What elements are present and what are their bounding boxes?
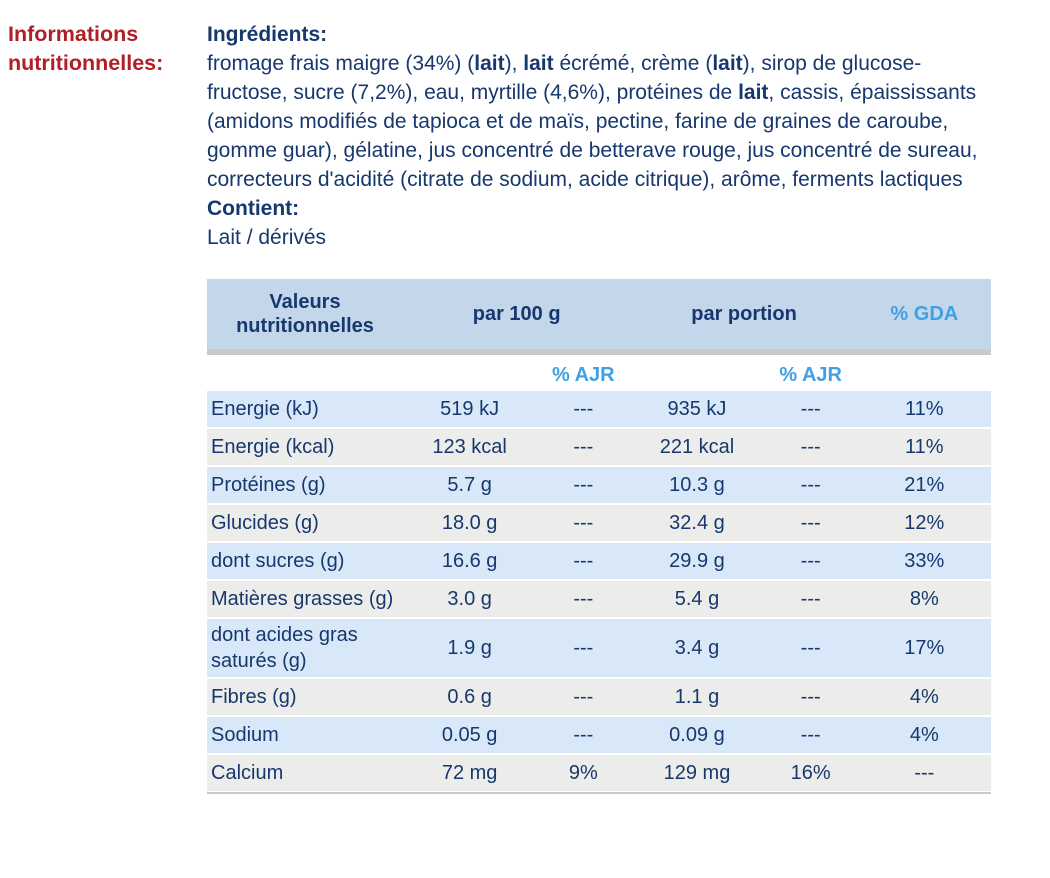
value-ajr-per-portion: --- [800,512,821,534]
row-label: Energie (kcal) [211,436,335,458]
table-row: Calcium 72 mg 9% 129 mg 16% --- [207,755,991,791]
table-row: dont acides gras saturés (g) 1.9 g --- 3.4 … [207,619,991,677]
value-per-portion: 935 kJ [667,398,727,420]
value-per-portion: 5.4 g [674,588,720,610]
row-label: Matières grasses (g) [211,588,394,610]
value-gda: 11% [905,436,944,458]
ingredient-text-segment: fromage frais maigre (34%) ( [207,52,475,75]
value-ajr-per-100g: --- [573,550,594,572]
table-bottom-border [207,792,991,794]
table-row: Sodium 0.05 g --- 0.09 g --- 4% [207,717,991,753]
value-gda: 12% [904,512,945,534]
value-ajr-per-portion: --- [800,637,821,659]
section-label: Informations nutritionnelles: [8,22,164,75]
header-values-label: Valeurs nutritionnelles [236,291,374,337]
value-per-100g: 0.6 g [447,686,492,708]
value-per-100g: 5.7 g [447,474,492,496]
row-label: Sodium [211,724,279,746]
value-per-portion: 221 kcal [659,436,735,458]
ingredient-text-segment: ), sirop de glucose-fructose, sucre (7,2… [207,52,922,104]
row-label: Protéines (g) [211,474,326,496]
header-per-100g: par 100 g [472,302,561,325]
value-gda: 21% [904,474,945,496]
ingredient-text-segment: écrémé, crème ( [553,52,713,75]
allergen-bold-text: lait [738,81,769,104]
value-gda: 4% [909,686,939,708]
value-per-100g: 123 kcal [432,436,507,458]
left-column: Informations nutritionnelles: [8,20,207,878]
value-ajr-per-100g: --- [573,512,594,534]
value-per-100g: 3.0 g [447,588,492,610]
header-per-portion: par portion [691,302,797,325]
ingredients-text: fromage frais maigre (34%) (lait), lait … [207,49,997,194]
row-label: Calcium [211,762,284,784]
table-row: Glucides (g) 18.0 g --- 32.4 g --- 12% [207,505,991,541]
table-subheader-row: % AJR % AJR [207,355,991,389]
table-header-row: Valeurs nutritionnelles par 100 g par po… [207,279,991,349]
table-row: Matières grasses (g) 3.0 g --- 5.4 g --- 8% [207,581,991,617]
value-ajr-per-100g: --- [573,398,594,420]
value-ajr-per-100g: --- [573,436,594,458]
value-per-portion: 29.9 g [669,550,725,572]
value-gda: 4% [909,724,939,746]
value-per-100g: 72 mg [441,762,498,784]
value-ajr-per-portion: --- [800,398,821,420]
value-per-100g: 0.05 g [441,724,498,746]
allergen-bold-text: lait [712,52,743,75]
table-body: Energie (kJ) 519 kJ --- 935 kJ --- 11% Energie… [207,391,991,791]
header-gda: % GDA [890,302,959,325]
row-label: dont acides gras saturés (g) [211,624,358,672]
value-per-100g: 1.9 g [447,637,492,659]
row-label: Fibres (g) [211,686,297,708]
value-gda: --- [914,762,935,784]
value-ajr-per-portion: 16% [790,762,831,784]
table-row: Energie (kcal) 123 kcal --- 221 kcal --- 11% [207,429,991,465]
content-column: Ingrédients: fromage frais maigre (34%) … [207,20,1007,878]
value-per-100g: 16.6 g [441,550,498,572]
contains-heading: Contient: [207,197,300,220]
value-per-portion: 3.4 g [674,637,720,659]
table-row: dont sucres (g) 16.6 g --- 29.9 g --- 33% [207,543,991,579]
value-ajr-per-portion: --- [800,436,821,458]
ingredients-heading: Ingrédients: [207,23,328,46]
contains-value: Lait / dérivés [207,226,327,249]
row-label: Energie (kJ) [211,398,319,420]
nutrition-table: Valeurs nutritionnelles par 100 g par po… [207,279,991,794]
table-row: Energie (kJ) 519 kJ --- 935 kJ --- 11% [207,391,991,427]
value-gda: 33% [904,550,945,572]
value-per-portion: 10.3 g [669,474,725,496]
value-ajr-per-100g: --- [573,686,594,708]
row-label: dont sucres (g) [211,550,345,572]
table-row: Fibres (g) 0.6 g --- 1.1 g --- 4% [207,679,991,715]
value-ajr-per-100g: --- [573,474,594,496]
value-gda: 11% [905,398,944,420]
value-per-portion: 0.09 g [669,724,725,746]
value-per-100g: 519 kJ [440,398,500,420]
value-ajr-per-100g: --- [573,588,594,610]
ingredient-text-segment: , cassis, épaississants (amidons modifié… [207,81,978,191]
subheader-ajr-per-portion: % AJR [779,363,842,386]
value-ajr-per-100g: --- [573,724,594,746]
table-row: Protéines (g) 5.7 g --- 10.3 g --- 21% [207,467,991,503]
value-ajr-per-100g: --- [573,637,594,659]
value-ajr-per-portion: --- [800,588,821,610]
value-ajr-per-portion: --- [800,550,821,572]
allergen-bold-text: lait [523,52,554,75]
value-per-100g: 18.0 g [441,512,498,534]
subheader-ajr-per-100g: % AJR [552,363,615,386]
ingredient-text-segment: ), [504,52,524,75]
allergen-bold-text: lait [474,52,505,75]
value-gda: 17% [904,637,945,659]
value-ajr-per-100g: 9% [568,762,598,784]
value-ajr-per-portion: --- [800,474,821,496]
value-gda: 8% [909,588,939,610]
value-ajr-per-portion: --- [800,686,821,708]
value-per-portion: 129 mg [663,762,731,784]
value-per-portion: 1.1 g [674,686,720,708]
header-separator-bar [207,349,991,355]
row-label: Glucides (g) [211,512,319,534]
value-per-portion: 32.4 g [669,512,725,534]
value-ajr-per-portion: --- [800,724,821,746]
